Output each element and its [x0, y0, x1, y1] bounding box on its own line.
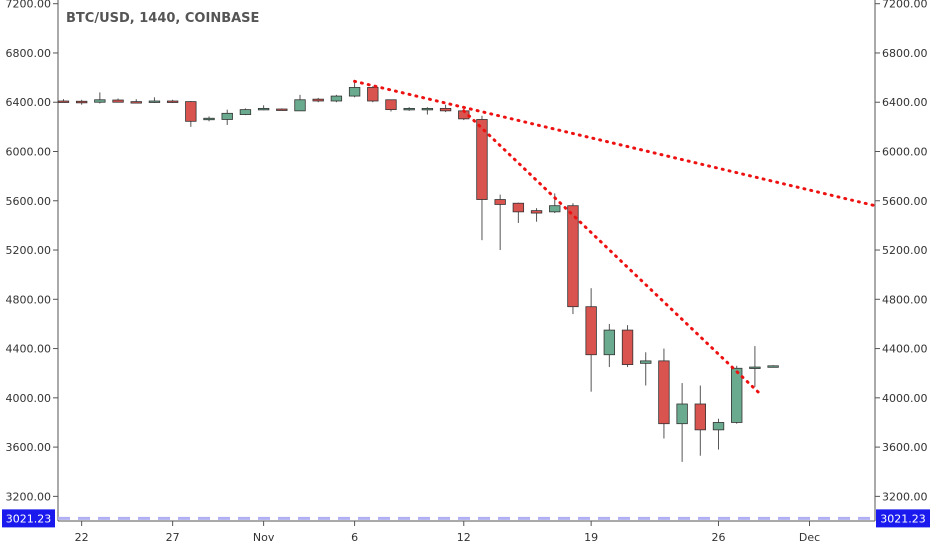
- candle-body-down: [621, 329, 634, 365]
- y-tick-label-left: 3200.00: [6, 490, 52, 503]
- candle-body-up: [640, 360, 652, 364]
- candle-body-up: [239, 109, 252, 115]
- candle-body-down: [57, 100, 70, 103]
- y-tick-label-right: 4000.00: [882, 392, 928, 405]
- x-tick-label: 26: [712, 531, 726, 544]
- candle-body-down: [476, 119, 488, 200]
- x-tick-label: 22: [75, 531, 89, 544]
- candle-body-down: [530, 210, 543, 214]
- x-tick-label: 6: [351, 531, 358, 544]
- y-tick-label-left: 5200.00: [6, 244, 52, 257]
- candle-body-up: [767, 365, 779, 368]
- candle-body-up: [330, 95, 343, 102]
- candle-body-up: [731, 367, 743, 423]
- plot-frame: [57, 0, 876, 522]
- candle-body-up: [749, 366, 761, 369]
- y-tick-label-left: 4800.00: [6, 293, 52, 306]
- y-tick-label-right: 4800.00: [882, 293, 928, 306]
- chart-title: BTC/USD, 1440, COINBASE: [66, 11, 259, 26]
- candle-body-up: [348, 87, 361, 97]
- price-line-group: 3021.23 3021.23: [2, 509, 930, 528]
- candle-body-down: [112, 99, 124, 103]
- y-tick-label-left: 6800.00: [6, 47, 52, 60]
- y-tick-label-left: 6400.00: [6, 96, 52, 109]
- y-tick-label-right: 4400.00: [882, 343, 928, 356]
- candle-body-up: [294, 99, 306, 112]
- y-tick-label-right: 6000.00: [882, 145, 928, 158]
- candle-body-down: [312, 98, 324, 102]
- candle-body-down: [130, 101, 142, 104]
- y-tick-label-right: 6400.00: [882, 96, 928, 109]
- candle-body-down: [585, 306, 597, 356]
- y-tick-label-right: 3600.00: [882, 441, 928, 454]
- candle-body-up: [203, 117, 215, 121]
- candle-body-up: [94, 99, 106, 103]
- price-label-left: 3021.23: [6, 512, 52, 525]
- price-label-left-bg: [2, 509, 55, 528]
- candle-body-down: [658, 360, 670, 425]
- candle-body-up: [549, 205, 561, 213]
- x-axis: 22 27 Nov 6 12 19 26 Dec: [75, 521, 820, 544]
- candle-body-down: [385, 99, 397, 111]
- trendlines: [353, 79, 877, 396]
- candle-body-down: [75, 100, 88, 104]
- trendline: [462, 109, 762, 396]
- candle-body-up: [221, 112, 233, 120]
- x-tick-label: Nov: [253, 531, 275, 544]
- candle-body-down: [494, 199, 506, 205]
- trendline: [353, 79, 877, 208]
- candle-body-up: [421, 107, 434, 111]
- y-tick-label-left: 5600.00: [6, 195, 52, 208]
- x-tick-label: 27: [166, 531, 180, 544]
- price-label-right: 3021.23: [880, 512, 926, 525]
- x-tick-label: Dec: [799, 531, 820, 544]
- candles: [57, 82, 779, 462]
- candle-body-down: [439, 107, 452, 112]
- candle-body-up: [148, 100, 161, 103]
- y-axis-right: 3200.00 3600.00 4000.00 4400.00 4800.00 5200.…: [875, 0, 928, 503]
- candle-body-down: [512, 202, 525, 213]
- price-label-right-bg: [876, 509, 930, 528]
- candle-body-down: [694, 403, 706, 431]
- y-tick-label-left: 4000.00: [6, 392, 52, 405]
- y-axis-left: 3200.00 3600.00 4000.00 4400.00 4800.00 5200.…: [6, 0, 58, 503]
- y-tick-label-left: 7200.00: [6, 0, 52, 11]
- y-tick-label-left: 4400.00: [6, 343, 52, 356]
- candle-body-down: [185, 101, 197, 122]
- candle-body-up: [712, 422, 725, 431]
- candle-body-up: [676, 403, 688, 425]
- candle-body-down: [567, 205, 579, 308]
- candle-body-down: [367, 87, 379, 102]
- x-tick-label: 12: [457, 531, 471, 544]
- y-tick-label-left: 3600.00: [6, 441, 52, 454]
- y-tick-label-right: 5200.00: [882, 244, 928, 257]
- y-tick-label-left: 6000.00: [6, 145, 52, 158]
- candle-body-up: [403, 107, 415, 111]
- y-tick-label-right: 5600.00: [882, 195, 928, 208]
- y-tick-label-right: 3200.00: [882, 490, 928, 503]
- x-tick-label: 19: [584, 531, 598, 544]
- candle-body-up: [603, 329, 616, 356]
- candle-body-down: [276, 108, 288, 111]
- candle-body-up: [257, 107, 270, 111]
- y-tick-label-right: 7200.00: [882, 0, 928, 11]
- candle-body-down: [166, 100, 179, 103]
- y-tick-label-right: 6800.00: [882, 47, 928, 60]
